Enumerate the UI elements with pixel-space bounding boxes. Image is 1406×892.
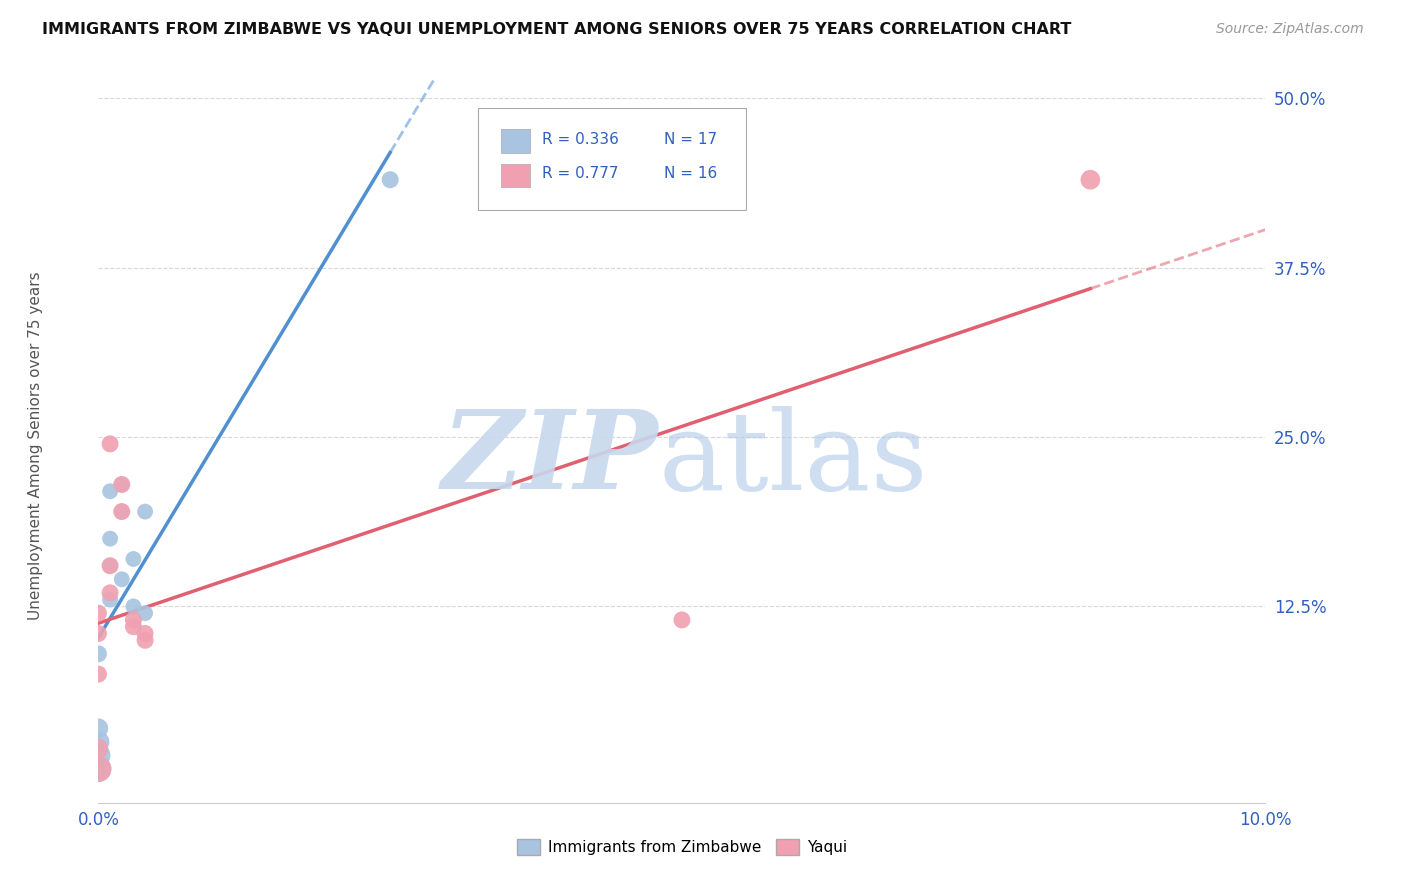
Point bbox=[380, 172, 402, 186]
Point bbox=[134, 633, 156, 648]
Point bbox=[87, 762, 110, 776]
Text: Source: ZipAtlas.com: Source: ZipAtlas.com bbox=[1216, 22, 1364, 37]
Text: ZIP: ZIP bbox=[441, 405, 658, 513]
Point bbox=[1080, 172, 1102, 186]
Point bbox=[122, 620, 145, 634]
Text: N = 17: N = 17 bbox=[665, 132, 717, 147]
Point bbox=[98, 532, 121, 546]
Text: atlas: atlas bbox=[658, 406, 928, 513]
Point bbox=[87, 741, 110, 756]
FancyBboxPatch shape bbox=[501, 163, 530, 187]
Point bbox=[98, 558, 121, 573]
Point bbox=[87, 748, 110, 763]
Point bbox=[98, 592, 121, 607]
Text: N = 16: N = 16 bbox=[665, 166, 717, 181]
Point bbox=[122, 613, 145, 627]
Point bbox=[87, 626, 110, 640]
Point bbox=[122, 599, 145, 614]
Point bbox=[87, 667, 110, 681]
Point bbox=[111, 477, 134, 491]
Point bbox=[87, 606, 110, 620]
Point bbox=[134, 626, 156, 640]
Point bbox=[87, 735, 110, 749]
Text: Unemployment Among Seniors over 75 years: Unemployment Among Seniors over 75 years bbox=[28, 272, 42, 620]
Point bbox=[98, 437, 121, 451]
Text: IMMIGRANTS FROM ZIMBABWE VS YAQUI UNEMPLOYMENT AMONG SENIORS OVER 75 YEARS CORRE: IMMIGRANTS FROM ZIMBABWE VS YAQUI UNEMPL… bbox=[42, 22, 1071, 37]
FancyBboxPatch shape bbox=[501, 129, 530, 153]
Point bbox=[134, 606, 156, 620]
Point bbox=[98, 558, 121, 573]
Point bbox=[87, 721, 110, 735]
Point bbox=[87, 647, 110, 661]
Point bbox=[671, 613, 693, 627]
Point bbox=[98, 484, 121, 499]
Point bbox=[98, 586, 121, 600]
Text: R = 0.777: R = 0.777 bbox=[541, 166, 619, 181]
Point bbox=[111, 572, 134, 586]
FancyBboxPatch shape bbox=[478, 108, 747, 211]
Legend: Immigrants from Zimbabwe, Yaqui: Immigrants from Zimbabwe, Yaqui bbox=[510, 833, 853, 861]
Point bbox=[134, 505, 156, 519]
Point bbox=[122, 552, 145, 566]
Point bbox=[111, 505, 134, 519]
Point bbox=[111, 477, 134, 491]
Text: R = 0.336: R = 0.336 bbox=[541, 132, 619, 147]
Point bbox=[111, 505, 134, 519]
Point bbox=[87, 762, 110, 776]
